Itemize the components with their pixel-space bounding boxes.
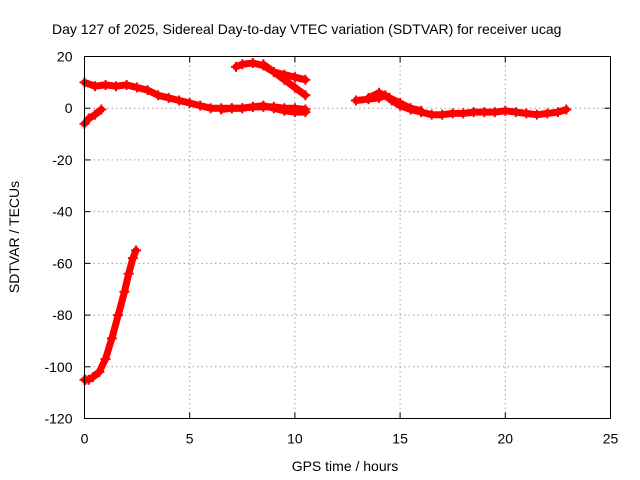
data-point xyxy=(247,101,258,112)
y-tick-label: 20 xyxy=(57,49,73,65)
data-point xyxy=(119,286,130,297)
data-point xyxy=(113,310,124,321)
data-point xyxy=(300,74,311,85)
data-point xyxy=(521,108,532,119)
data-point xyxy=(237,103,248,114)
x-tick-label: 10 xyxy=(287,431,303,447)
y-tick-label: -80 xyxy=(52,307,72,323)
data-point xyxy=(230,61,241,72)
data-point xyxy=(153,90,164,101)
data-point xyxy=(289,72,300,83)
data-point xyxy=(132,82,143,93)
data-point xyxy=(300,104,311,115)
x-tick-label: 25 xyxy=(603,431,619,447)
data-point xyxy=(447,108,458,119)
x-tick-label: 5 xyxy=(186,431,194,447)
y-tick-label: -20 xyxy=(52,152,72,168)
chart-title: Day 127 of 2025, Sidereal Day-to-day VTE… xyxy=(52,21,561,37)
y-tick-label: 0 xyxy=(65,100,73,116)
data-point xyxy=(268,101,279,112)
data-point xyxy=(479,107,490,118)
data-point xyxy=(90,109,101,120)
data-point xyxy=(100,354,111,365)
data-point xyxy=(142,85,153,96)
series-arc-1 xyxy=(81,106,105,128)
y-tick-label: -40 xyxy=(52,204,72,220)
y-tick-label: -60 xyxy=(52,255,72,271)
axis-ticks xyxy=(84,56,611,419)
data-point xyxy=(94,366,105,377)
data-point xyxy=(258,101,269,112)
y-axis-label: SDTVAR / TECUs xyxy=(6,181,22,293)
data-point xyxy=(374,87,385,98)
data-point xyxy=(458,108,469,119)
data-point xyxy=(268,67,279,78)
data-point xyxy=(226,103,237,114)
series-layer xyxy=(79,57,572,385)
data-point xyxy=(384,92,395,103)
data-point xyxy=(123,268,134,279)
data-point xyxy=(500,105,511,116)
data-point xyxy=(174,95,185,106)
data-point xyxy=(111,81,122,92)
data-point xyxy=(416,105,427,116)
data-point xyxy=(542,108,553,119)
data-point xyxy=(300,90,311,101)
data-point xyxy=(237,59,248,70)
data-point xyxy=(163,92,174,103)
x-tick-label: 15 xyxy=(392,431,408,447)
data-point xyxy=(195,100,206,111)
data-point xyxy=(184,98,195,109)
x-tick-label: 0 xyxy=(81,431,89,447)
data-point xyxy=(131,245,142,256)
data-point xyxy=(100,79,111,90)
data-point xyxy=(83,113,94,124)
data-point xyxy=(552,107,563,118)
y-tick-labels: -120 -100 -80 -60 -40 -20 0 20 xyxy=(44,49,72,427)
data-point xyxy=(205,103,216,114)
data-point xyxy=(350,95,361,106)
data-point xyxy=(437,109,448,120)
x-tick-label: 20 xyxy=(498,431,514,447)
data-point xyxy=(127,253,138,264)
data-point xyxy=(426,109,437,120)
data-point xyxy=(289,103,300,114)
plot-frame xyxy=(84,56,611,419)
x-axis-label: GPS time / hours xyxy=(292,458,399,474)
data-point xyxy=(289,82,300,93)
data-point xyxy=(279,74,290,85)
data-point xyxy=(531,109,542,120)
data-point xyxy=(121,79,132,90)
data-point xyxy=(468,107,479,118)
data-point xyxy=(395,98,406,109)
data-point xyxy=(106,333,117,344)
grid xyxy=(84,56,611,419)
data-point xyxy=(216,104,227,115)
data-point xyxy=(258,59,269,70)
data-point xyxy=(247,57,258,68)
data-point xyxy=(87,372,98,383)
x-tick-labels: 0 5 10 15 20 25 xyxy=(81,431,619,447)
data-point xyxy=(510,107,521,118)
data-point xyxy=(561,104,572,115)
data-point xyxy=(363,92,374,103)
data-point xyxy=(279,103,290,114)
data-point xyxy=(405,103,416,114)
y-tick-label: -100 xyxy=(44,359,72,375)
data-point xyxy=(96,104,107,115)
y-tick-label: -120 xyxy=(44,411,72,427)
data-point xyxy=(90,81,101,92)
data-point xyxy=(489,107,500,118)
